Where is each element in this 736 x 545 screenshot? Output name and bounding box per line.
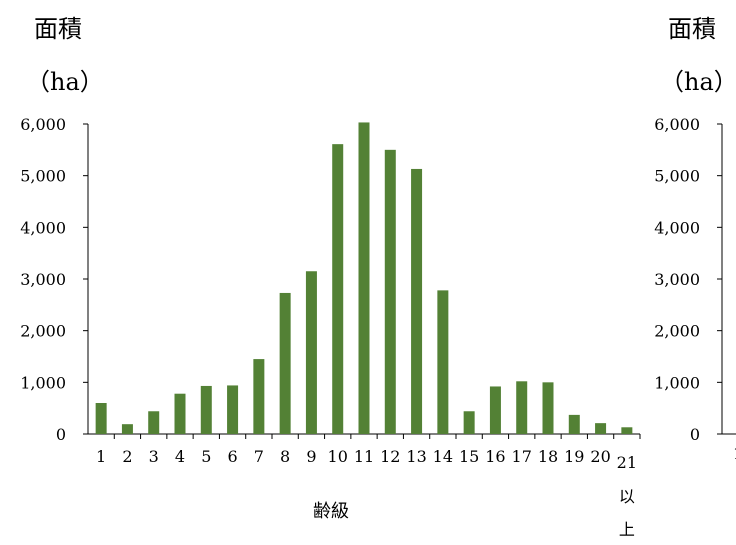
bar-age-class-16 — [489, 386, 501, 434]
y-tick-label: 0 — [56, 425, 66, 444]
x-tick-label: 4 — [175, 447, 185, 466]
y-tick-label: 3,000 — [20, 270, 66, 289]
bar-age-class-1 — [95, 403, 107, 434]
y-tick-label: 1,000 — [20, 373, 66, 392]
y-tick-label-right: 3,000 — [654, 270, 700, 289]
bar-age-class-5 — [200, 385, 212, 434]
bar-age-class-7 — [253, 359, 265, 434]
y-tick-label-right: 4,000 — [654, 218, 700, 237]
y-axis-ticks: 0 1,000 2,000 3,000 4,000 5,000 6,000 — [20, 115, 88, 444]
x-tick-label: 16 — [485, 447, 505, 466]
bar-age-class-19 — [568, 414, 580, 434]
chart-age-class-area: 面積 （ha） 01,0002,0003,0004,0005,0006,000 … — [20, 15, 641, 539]
x-tick-label: 5 — [201, 447, 211, 466]
x-tick-label: 10 — [328, 447, 348, 466]
bar-age-class-11 — [358, 122, 370, 434]
bar-age-class-8 — [279, 292, 291, 434]
bar-age-class-15 — [463, 411, 475, 434]
y-tick-label: 6,000 — [20, 115, 66, 134]
y-axis-label-line2: （ha） — [26, 68, 104, 96]
x-tick-label: 11 — [354, 447, 374, 466]
bar-series — [95, 122, 633, 435]
y-tick-label: 5,000 — [20, 167, 66, 186]
chart-second-panel: 面積 （ha） 01,0002,0003,0004,0005,0006,000 … — [654, 15, 736, 463]
y-axis-label-line2-right: （ha） — [660, 68, 736, 96]
y-tick-label: 2,000 — [20, 322, 66, 341]
x-tick-label: 9 — [306, 447, 316, 466]
bar-age-class-12 — [384, 149, 396, 435]
y-axis-label-line1: 面積 — [34, 15, 82, 43]
x-axis-ticks — [113, 434, 641, 439]
x-axis-label: 齢級 — [313, 501, 349, 522]
x-tick-label: 19 — [564, 447, 584, 466]
y-tick-label-right: 5,000 — [654, 167, 700, 186]
x-tick-label: 6 — [227, 447, 237, 466]
bar-age-class-17 — [516, 381, 528, 434]
bar-age-class-18 — [542, 382, 554, 434]
x-tick-label: 18 — [538, 447, 558, 466]
bar-age-class-4 — [174, 393, 186, 434]
bar-age-class-21 — [621, 427, 633, 434]
x-tick-label-last-part: 上 — [619, 520, 635, 539]
x-tick-label: 14 — [433, 447, 453, 466]
x-tick-label-right-1: 1 — [733, 444, 736, 463]
y-tick-label-right: 0 — [690, 425, 700, 444]
x-tick-label: 20 — [590, 447, 610, 466]
bar-age-class-2 — [121, 424, 133, 434]
bar-age-class-14 — [437, 290, 449, 434]
x-tick-label: 13 — [406, 447, 426, 466]
x-tick-label-last-part: 21 — [617, 453, 637, 472]
x-tick-label: 17 — [512, 447, 532, 466]
x-tick-label-last-part: 以 — [619, 487, 635, 506]
bar-age-class-13 — [411, 168, 423, 434]
bar-age-class-6 — [227, 385, 239, 434]
x-tick-label: 2 — [122, 447, 132, 466]
x-tick-label: 7 — [254, 447, 264, 466]
x-tick-label: 1 — [96, 447, 106, 466]
x-tick-label: 8 — [280, 447, 290, 466]
x-tick-label: 3 — [149, 447, 159, 466]
y-axis-ticks-right: 0 1,000 2,000 3,000 4,000 5,000 6,000 — [654, 115, 722, 444]
bar-age-class-20 — [595, 423, 607, 434]
y-axis-label-line1-right: 面積 — [668, 15, 716, 43]
y-tick-label-right: 2,000 — [654, 322, 700, 341]
bar-age-class-3 — [148, 411, 160, 434]
y-tick-label-right: 6,000 — [654, 115, 700, 134]
bar-age-class-9 — [305, 271, 317, 434]
bar-age-class-10 — [332, 144, 344, 434]
y-tick-label-right: 1,000 — [654, 373, 700, 392]
y-tick-label: 4,000 — [20, 218, 66, 237]
x-tick-label: 12 — [380, 447, 400, 466]
x-tick-label: 15 — [459, 447, 479, 466]
